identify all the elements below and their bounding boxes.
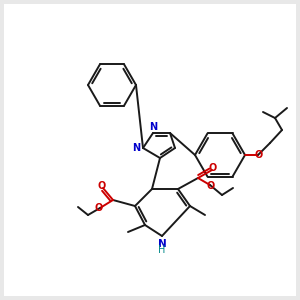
Text: O: O — [95, 203, 103, 213]
Text: N: N — [149, 122, 157, 132]
Text: N: N — [132, 143, 140, 153]
Text: O: O — [255, 150, 263, 160]
Text: H: H — [158, 245, 166, 255]
Text: O: O — [98, 181, 106, 191]
Text: O: O — [209, 163, 217, 173]
FancyBboxPatch shape — [4, 4, 296, 296]
Text: O: O — [207, 181, 215, 191]
Text: N: N — [158, 239, 166, 249]
